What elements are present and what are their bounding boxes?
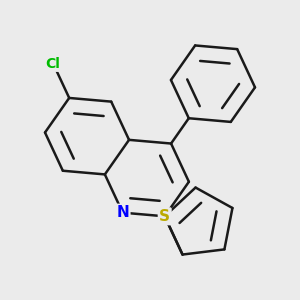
Text: N: N (116, 205, 129, 220)
Text: Cl: Cl (46, 56, 61, 70)
Text: S: S (159, 209, 170, 224)
